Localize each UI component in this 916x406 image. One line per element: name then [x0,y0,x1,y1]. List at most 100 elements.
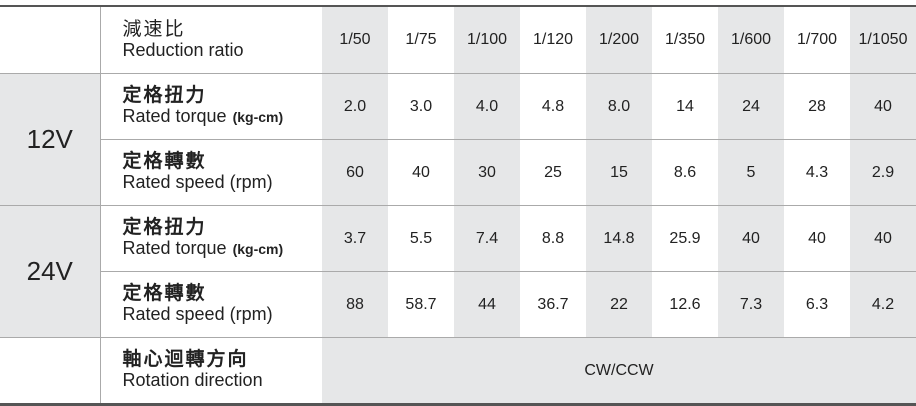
value: 8.0 [607,97,631,115]
label-zh: 軸心迴轉方向 [122,349,249,370]
value: 24 [742,97,760,115]
value: 2.0 [343,97,367,115]
ratio: 1/50 [339,31,371,48]
value: 8.6 [673,163,697,181]
value: 4.8 [541,97,565,115]
ratio: 1/350 [664,31,706,48]
label-unit: (kg-cm) [232,241,284,257]
value: 30 [478,163,496,181]
value-cell: 14 [652,73,718,140]
value: 25.9 [669,229,701,247]
ratio: 1/100 [466,31,508,48]
header-label: 減速比 Reduction ratio [99,6,322,74]
value: 3.0 [409,97,433,115]
value-cell: 15 [586,139,652,206]
label-en: Rated torque [122,238,227,258]
value-cell: 8.6 [652,139,718,206]
label-zh: 定格轉數 [122,283,207,304]
value-cell: 4.8 [520,73,586,140]
row-label: 定格轉數 Rated speed (rpm) [99,139,322,206]
ratio: 1/75 [405,31,437,48]
value: 60 [346,163,364,181]
value: 14 [676,97,694,115]
value: 5.5 [409,229,433,247]
value-cell: 14.8 [586,205,652,272]
rotation-value: CW/CCW [322,337,916,405]
data-row: 12V 定格扭力 Rated torque (kg-cm) 2.0 3.0 4.0 4.8 8.… [0,73,916,206]
value: 4.0 [475,97,499,115]
value: 4.3 [805,163,829,181]
value-cell: 58.7 [388,271,454,338]
value: 25 [544,163,562,181]
label-en: Rated torque [122,106,227,126]
corner-cell [0,6,100,74]
data-row: 24V 定格扭力 Rated torque (kg-cm) 3.7 5.5 7.4 8.8 14… [0,205,916,338]
header-row: 減速比 Reduction ratio 1/50 1/75 1/100 1/120 1/20… [0,6,916,74]
value: 22 [610,295,628,313]
ratio: 1/600 [730,31,772,48]
value: 6.3 [805,295,829,313]
value: 40 [808,229,826,247]
value: 2.9 [871,163,895,181]
ratio: 1/1050 [858,31,908,48]
value-cell: 4.3 [784,139,850,206]
value-cell: 88 [322,271,388,338]
value: 12.6 [669,295,701,313]
value-cell: 2.9 [850,139,916,206]
ratio-cell: 1/200 [586,6,652,74]
value-cell: 40 [784,205,850,272]
value-cell: 40 [718,205,784,272]
empty-cell [0,337,100,405]
value: 15 [610,163,628,181]
value-cell: 2.0 [322,73,388,140]
value: 44 [478,295,496,313]
value-cell: 3.7 [322,205,388,272]
value-cell: 40 [850,73,916,140]
value-cell: 5.5 [388,205,454,272]
value-cell: 40 [850,205,916,272]
ratio-cell: 1/350 [652,6,718,74]
value-cell: 36.7 [520,271,586,338]
value: 40 [412,163,430,181]
value: 40 [742,229,760,247]
value-cell: 5 [718,139,784,206]
label-en: Rated speed (rpm) [122,304,273,324]
spec-table: 減速比 Reduction ratio 1/50 1/75 1/100 1/120 1/20… [0,5,916,406]
voltage: 12V [26,124,73,154]
ratio: 1/200 [598,31,640,48]
row-label: 定格扭力 Rated torque (kg-cm) [99,205,322,272]
value-cell: 60 [322,139,388,206]
value-cell: 25.9 [652,205,718,272]
ratio-cell: 1/700 [784,6,850,74]
label-en: Rated speed (rpm) [122,172,273,192]
row-label: 定格扭力 Rated torque (kg-cm) [99,73,322,140]
ratio-cell: 1/120 [520,6,586,74]
value-cell: 8.8 [520,205,586,272]
row-label: 定格轉數 Rated speed (rpm) [99,271,322,338]
ratio-cell: 1/1050 [850,6,916,74]
value-cell: 44 [454,271,520,338]
label-zh: 定格轉數 [122,151,207,172]
value-cell: 24 [718,73,784,140]
row-label: 軸心迴轉方向 Rotation direction [99,337,322,405]
label-zh: 減速比 [122,18,186,40]
value-cell: 28 [784,73,850,140]
label-unit: (kg-cm) [232,109,284,125]
value-cell: 3.0 [388,73,454,140]
value-cell: 7.3 [718,271,784,338]
value: 4.2 [871,295,895,313]
label-zh: 定格扭力 [122,217,207,238]
value-cell: 40 [388,139,454,206]
value-cell: 4.2 [850,271,916,338]
value-cell: 25 [520,139,586,206]
value: 40 [874,97,892,115]
label-zh: 定格扭力 [122,85,207,106]
value-cell: 7.4 [454,205,520,272]
value: 8.8 [541,229,565,247]
ratio-cell: 1/600 [718,6,784,74]
voltage: 24V [26,256,73,286]
value: 88 [346,295,364,313]
value: 36.7 [537,295,569,313]
value: 7.4 [475,229,499,247]
ratio-cell: 1/50 [322,6,388,74]
